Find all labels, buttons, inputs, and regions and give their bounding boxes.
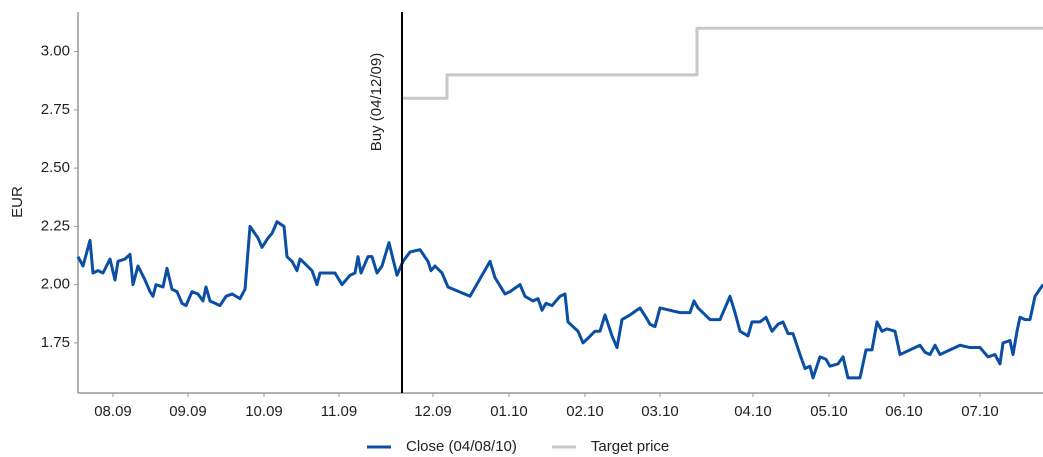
y-tick-label: 2.50 — [41, 159, 70, 176]
y-tick-label: 3.00 — [41, 43, 70, 60]
annotation-label: Buy (04/12/09) — [368, 53, 385, 151]
series-line — [76, 220, 1043, 380]
legend-label: Close (04/08/10) — [406, 438, 517, 455]
x-tick-label: 12.09 — [414, 403, 452, 420]
x-tick-label: 07.10 — [961, 403, 999, 420]
legend-label: Target price — [591, 438, 669, 455]
x-tick-label: 04.10 — [734, 403, 772, 420]
x-tick-label: 01.10 — [490, 403, 528, 420]
y-tick-label: 2.75 — [41, 101, 70, 118]
x-tick-label: 06.10 — [885, 403, 923, 420]
x-tick-label: 11.09 — [321, 403, 357, 420]
x-tick-label: 09.09 — [169, 403, 207, 420]
x-tick-label: 10.09 — [245, 403, 283, 420]
y-axis-label: EUR — [9, 186, 26, 218]
y-tick-label: 2.25 — [41, 217, 70, 234]
x-tick-label: 08.09 — [94, 403, 132, 420]
series-line — [402, 26, 1043, 100]
x-tick-label: 03.10 — [641, 403, 679, 420]
y-tick-label: 2.00 — [41, 276, 70, 293]
y-tick-label: 1.75 — [41, 334, 70, 351]
x-tick-label: 02.10 — [566, 403, 604, 420]
x-tick-label: 05.10 — [810, 403, 848, 420]
